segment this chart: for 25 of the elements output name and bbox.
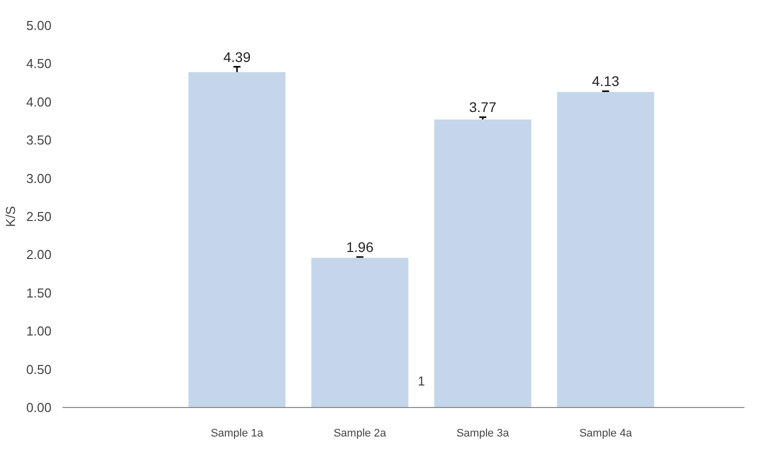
bar (434, 119, 532, 408)
x-tick-label: Sample 3a (456, 428, 510, 440)
y-tick-label: 1.00 (26, 324, 52, 339)
y-tick-label: 4.50 (26, 56, 52, 72)
y-tick-label: 3.50 (26, 132, 52, 148)
bar (188, 72, 286, 408)
x-tick-label: Sample 1a (210, 428, 264, 440)
y-tick-label: 3.00 (26, 170, 52, 186)
data-label: 4.13 (592, 73, 620, 90)
y-tick-label: 0.00 (26, 400, 52, 415)
data-label: 1.96 (346, 238, 374, 255)
y-axis-title: K/S (3, 206, 18, 227)
y-tick-label: 5.00 (26, 18, 52, 33)
y-tick-label: 1.50 (26, 285, 52, 300)
data-label: 3.77 (469, 99, 497, 116)
y-tick-label: 2.00 (26, 247, 52, 262)
y-tick-label: 0.50 (26, 362, 52, 377)
annotation: 1 (418, 374, 425, 388)
data-label: 4.39 (223, 48, 251, 65)
x-tick-label: Sample 4a (579, 428, 633, 440)
bar (311, 258, 408, 408)
bar (557, 92, 654, 408)
x-tick-label: Sample 2a (334, 428, 388, 440)
y-tick-label: 2.50 (26, 209, 52, 224)
y-tick-label: 4.00 (26, 94, 52, 110)
